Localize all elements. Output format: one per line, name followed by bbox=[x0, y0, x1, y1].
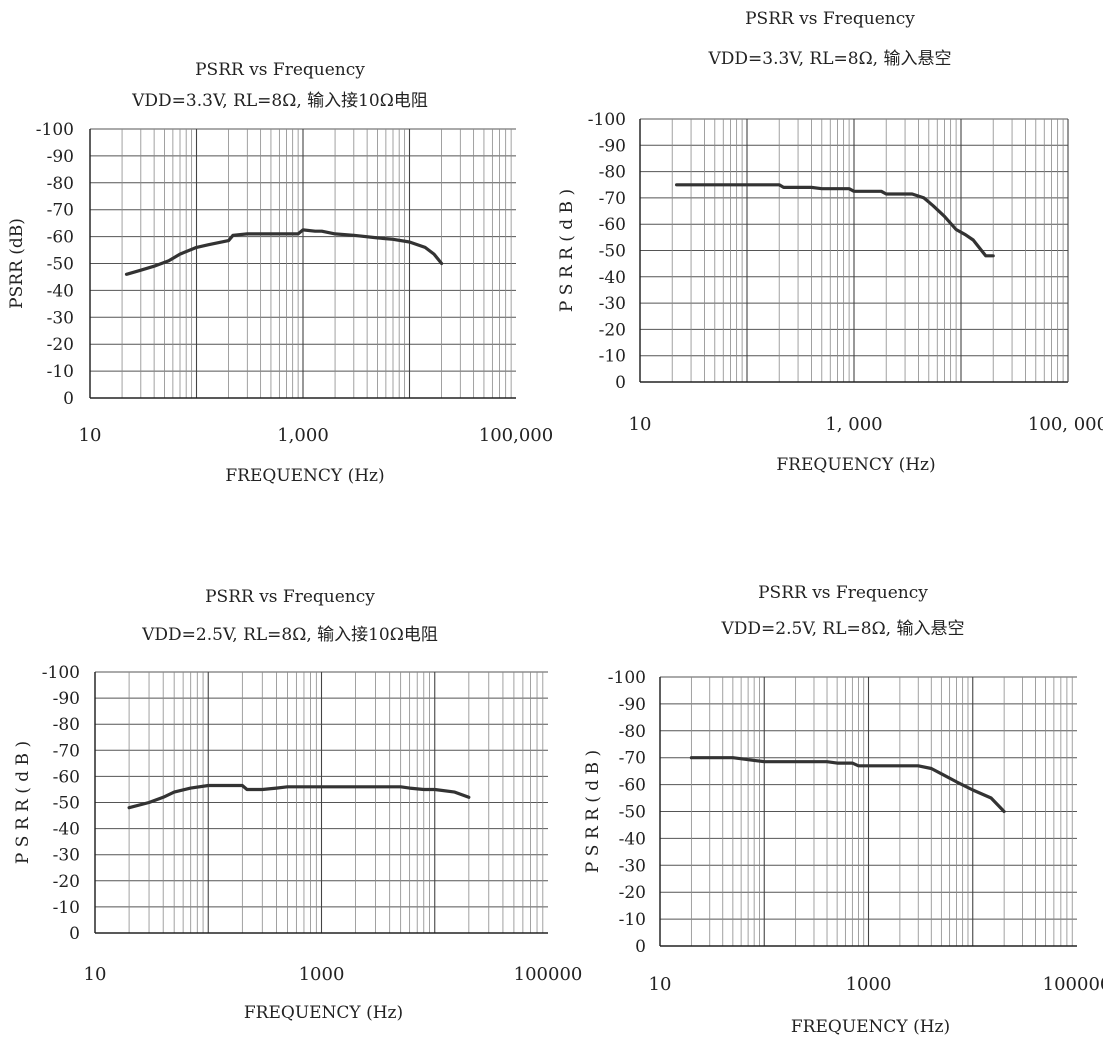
x-tick-label: 1000 bbox=[846, 974, 892, 995]
chart-subtitle: VDD=3.3V, RL=8Ω, 输入接10Ω电阻 bbox=[132, 91, 428, 111]
x-tick-label: 10 bbox=[649, 974, 672, 995]
y-axis-title: P S R R ( d B ) bbox=[557, 189, 577, 312]
chart-title: PSRR vs Frequency bbox=[205, 587, 375, 607]
y-axis-title: P S R R ( d B ) bbox=[13, 741, 33, 864]
y-tick-label: -30 bbox=[619, 856, 646, 876]
x-tick-label: 10 bbox=[84, 964, 107, 985]
y-tick-label: -90 bbox=[619, 695, 646, 715]
y-tick-label: -50 bbox=[599, 242, 626, 262]
y-tick-label: -100 bbox=[42, 663, 80, 683]
y-tick-label: -100 bbox=[608, 668, 646, 688]
y-tick-label: -80 bbox=[47, 174, 74, 194]
y-tick-label: -30 bbox=[47, 308, 74, 328]
x-tick-label: 100,000 bbox=[479, 425, 553, 446]
x-axis-title: FREQUENCY (Hz) bbox=[225, 466, 384, 486]
chart-subtitle: VDD=2.5V, RL=8Ω, 输入悬空 bbox=[721, 619, 965, 639]
y-tick-label: -50 bbox=[47, 255, 74, 275]
y-tick-label: -90 bbox=[53, 689, 80, 709]
y-axis-title: PSRR (dB) bbox=[7, 218, 27, 309]
y-tick-label: -10 bbox=[47, 362, 74, 382]
y-tick-label: 0 bbox=[63, 389, 74, 409]
x-axis-title: FREQUENCY (Hz) bbox=[244, 1003, 403, 1023]
y-tick-label: -40 bbox=[619, 829, 646, 849]
chart-title: PSRR vs Frequency bbox=[195, 60, 365, 80]
x-tick-label: 100, 000 bbox=[1028, 414, 1103, 435]
y-tick-label: -10 bbox=[53, 898, 80, 918]
y-tick-label: 0 bbox=[615, 373, 626, 393]
x-tick-label: 1,000 bbox=[277, 425, 329, 446]
y-tick-label: -40 bbox=[53, 820, 80, 840]
y-axis-title: P S R R ( d B ) bbox=[583, 750, 603, 873]
x-tick-label: 10 bbox=[629, 414, 652, 435]
y-tick-label: -70 bbox=[53, 741, 80, 761]
y-tick-label: 0 bbox=[69, 924, 80, 944]
y-tick-label: -30 bbox=[599, 294, 626, 314]
y-tick-label: -80 bbox=[599, 163, 626, 183]
chart-title: PSRR vs Frequency bbox=[745, 9, 915, 29]
chart-subtitle: VDD=3.3V, RL=8Ω, 输入悬空 bbox=[708, 49, 952, 69]
x-tick-label: 100000 bbox=[1043, 974, 1103, 995]
psrr-series-line bbox=[127, 783, 471, 810]
y-tick-label: -60 bbox=[53, 767, 80, 787]
y-tick-label: -70 bbox=[47, 201, 74, 221]
y-tick-label: -20 bbox=[47, 335, 74, 355]
x-axis-title: FREQUENCY (Hz) bbox=[791, 1017, 950, 1037]
y-tick-label: -80 bbox=[53, 715, 80, 735]
y-tick-label: -50 bbox=[619, 803, 646, 823]
y-tick-label: -40 bbox=[47, 281, 74, 301]
psrr-series-line bbox=[689, 756, 1006, 814]
y-tick-label: -60 bbox=[619, 776, 646, 796]
y-tick-label: -30 bbox=[53, 846, 80, 866]
x-tick-label: 100000 bbox=[514, 964, 583, 985]
y-tick-label: -60 bbox=[47, 228, 74, 248]
y-tick-label: -70 bbox=[619, 749, 646, 769]
y-tick-label: 0 bbox=[635, 937, 646, 957]
y-tick-label: -10 bbox=[599, 347, 626, 367]
y-tick-label: -60 bbox=[599, 215, 626, 235]
y-tick-label: -50 bbox=[53, 794, 80, 814]
x-tick-label: 1000 bbox=[299, 964, 345, 985]
y-tick-label: -10 bbox=[619, 910, 646, 930]
psrr-series-line bbox=[674, 183, 995, 258]
x-tick-label: 10 bbox=[79, 425, 102, 446]
y-tick-label: -40 bbox=[599, 268, 626, 288]
chart-title: PSRR vs Frequency bbox=[758, 583, 928, 603]
y-tick-label: -70 bbox=[599, 189, 626, 209]
y-tick-label: -90 bbox=[47, 147, 74, 167]
x-tick-label: 1, 000 bbox=[825, 414, 882, 435]
y-tick-label: -90 bbox=[599, 136, 626, 156]
x-axis-title: FREQUENCY (Hz) bbox=[776, 455, 935, 475]
y-tick-label: -20 bbox=[619, 883, 646, 903]
y-tick-label: -100 bbox=[36, 120, 74, 140]
y-tick-label: -20 bbox=[53, 872, 80, 892]
psrr-series-line bbox=[124, 228, 444, 276]
y-tick-label: -20 bbox=[599, 320, 626, 340]
y-tick-label: -100 bbox=[588, 110, 626, 130]
y-tick-label: -80 bbox=[619, 722, 646, 742]
chart-subtitle: VDD=2.5V, RL=8Ω, 输入接10Ω电阻 bbox=[142, 625, 438, 645]
